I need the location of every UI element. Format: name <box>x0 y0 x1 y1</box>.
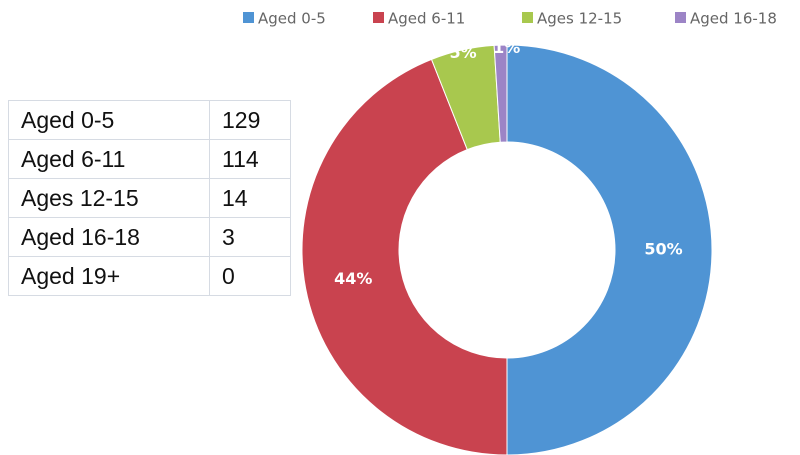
table-cell: 0 <box>209 256 291 296</box>
legend-label: Aged 16-18 <box>690 10 777 28</box>
legend-swatch <box>675 12 686 23</box>
legend-swatch <box>373 12 384 23</box>
legend-swatch <box>243 12 254 23</box>
data-label: 5% <box>449 43 476 62</box>
table-row: Aged 19+ 0 <box>8 256 291 296</box>
table-row: Aged 6-11 114 <box>8 139 291 179</box>
table-cell: Aged 19+ <box>8 256 210 296</box>
table-cell: 129 <box>209 100 291 140</box>
table-cell: Aged 16-18 <box>8 217 210 257</box>
legend-swatch <box>522 12 533 23</box>
table-row: Ages 12-15 14 <box>8 178 291 218</box>
data-label: 50% <box>644 240 682 259</box>
pie-slice <box>506 44 713 455</box>
table-row: Aged 16-18 3 <box>8 217 291 257</box>
pie-slice <box>493 44 508 143</box>
data-label: 44% <box>334 269 372 288</box>
data-label: 1% <box>493 38 520 57</box>
table-row: Aged 0-5 129 <box>8 100 291 140</box>
table-cell: Ages 12-15 <box>8 178 210 218</box>
table-cell: 14 <box>209 178 291 218</box>
pie-slice <box>301 58 508 455</box>
data-table: Aged 0-5 129 Aged 6-11 114 Ages 12-15 14 Aged … <box>8 100 291 296</box>
table-cell: Aged 0-5 <box>8 100 210 140</box>
table-cell: 114 <box>209 139 291 179</box>
table-cell: Aged 6-11 <box>8 139 210 179</box>
legend-label: Aged 0-5 <box>258 10 326 28</box>
legend-label: Ages 12-15 <box>537 10 622 28</box>
table-cell: 3 <box>209 217 291 257</box>
legend-label: Aged 6-11 <box>388 10 465 28</box>
